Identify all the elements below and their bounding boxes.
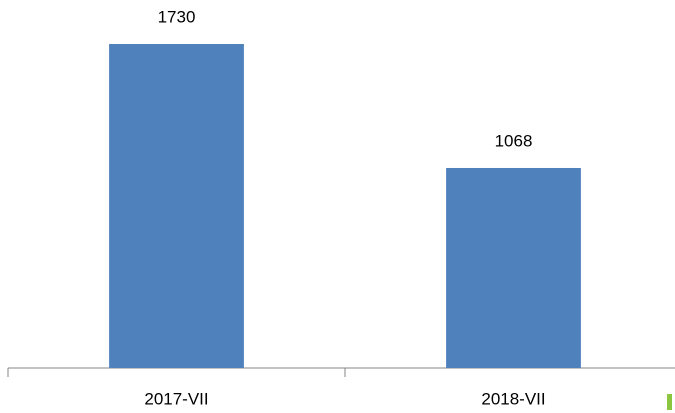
x-tick-label: 2018-VII <box>481 389 545 408</box>
corner-marker <box>667 394 672 410</box>
bar <box>446 167 581 368</box>
bar <box>109 44 244 368</box>
data-label: 1068 <box>495 131 533 150</box>
data-label: 1730 <box>158 7 196 26</box>
x-tick-label: 2017-VII <box>144 389 208 408</box>
